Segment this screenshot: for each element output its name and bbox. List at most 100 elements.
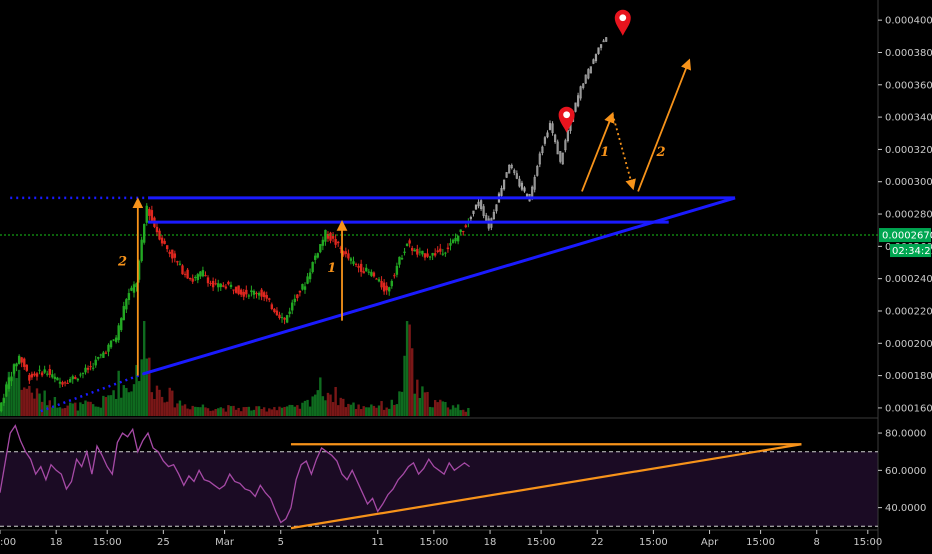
- candle-body: [46, 373, 49, 375]
- volume-bar: [278, 406, 281, 416]
- rsi-tick-label: 60.0000: [885, 466, 926, 477]
- volume-bar: [316, 390, 319, 416]
- volume-bar: [395, 404, 399, 416]
- candle-body: [107, 344, 110, 352]
- candle-body: [2, 398, 6, 404]
- map-pin-shape: [614, 9, 631, 36]
- candle-body: [86, 367, 90, 370]
- volume-bar: [137, 381, 141, 416]
- candle-body: [237, 285, 240, 295]
- time-tick-label: 22: [591, 537, 604, 548]
- projection-body: [579, 86, 582, 99]
- volume-bar: [127, 392, 131, 416]
- volume-bar: [79, 402, 82, 416]
- volume-bar: [426, 391, 429, 416]
- projection-body: [582, 83, 585, 88]
- candle-body: [301, 284, 304, 290]
- candle-body: [398, 256, 401, 265]
- volume-bar: [211, 410, 215, 416]
- measured-move-arrow[interactable]: [637, 58, 692, 192]
- candle-body: [176, 261, 179, 263]
- candle-body: [201, 270, 205, 277]
- candle-body: [53, 376, 57, 379]
- candle-body: [171, 249, 174, 259]
- wave-count-label: 2: [117, 255, 127, 270]
- candle-body: [214, 283, 217, 285]
- volume-bar: [181, 405, 184, 416]
- candle-body: [456, 235, 460, 242]
- candle-body: [245, 289, 248, 295]
- volume-bar: [252, 409, 256, 416]
- volume-bar: [421, 386, 424, 416]
- candle-body: [33, 373, 36, 376]
- support-trendline[interactable]: [142, 196, 736, 376]
- volume-bar: [385, 407, 388, 416]
- volume-bar: [436, 402, 439, 416]
- candle-body: [441, 253, 445, 255]
- time-axis[interactable]: :00 18 15:00 25 Mar 5 11 15:00 18 15:00 22 15:00 Apr…: [0, 530, 882, 548]
- candle-body: [252, 290, 256, 295]
- volume-bar: [209, 410, 212, 416]
- candle-body: [334, 238, 337, 245]
- candle-body: [423, 253, 427, 258]
- projection-body: [548, 123, 552, 130]
- volume-bar: [459, 410, 462, 416]
- candle-body: [413, 249, 416, 252]
- candle-body: [395, 265, 399, 275]
- rsi-axis[interactable]: 80.0000 60.0000 40.0000: [878, 429, 926, 515]
- rsi-band-fill: [0, 451, 878, 527]
- candle-body: [15, 363, 18, 367]
- map-pin-icon[interactable]: [558, 106, 575, 133]
- volume-bar: [66, 405, 69, 416]
- volume-bar: [398, 391, 401, 416]
- candle-body: [143, 224, 146, 243]
- projection-body: [474, 204, 478, 210]
- countdown-label: 02:34:21: [892, 246, 932, 257]
- volume-bar: [375, 407, 378, 416]
- candle-body: [229, 284, 233, 288]
- map-pin-icon[interactable]: [614, 9, 631, 36]
- projection-body: [515, 173, 518, 179]
- candle-body: [12, 364, 16, 374]
- volume-bar: [268, 408, 271, 416]
- candle-body: [35, 373, 39, 377]
- volume-bar: [400, 391, 404, 416]
- volume-bar: [94, 406, 97, 416]
- volume-bar: [71, 403, 74, 416]
- volume-bar: [270, 409, 274, 416]
- candle-body: [183, 273, 187, 275]
- rsi-trendline[interactable]: [290, 443, 802, 530]
- candle-body: [375, 278, 378, 280]
- candle-body: [446, 247, 450, 250]
- candle-body: [84, 367, 87, 373]
- projection-body: [482, 206, 485, 216]
- wave-count-label: 1: [600, 145, 609, 160]
- candle-body: [173, 253, 177, 258]
- candle-body: [449, 242, 452, 246]
- volume-bar: [291, 404, 294, 416]
- candle-body: [199, 271, 202, 277]
- measured-move-arrow[interactable]: [581, 111, 615, 192]
- rsi-tick-label: 80.0000: [885, 429, 926, 440]
- candle-body: [20, 357, 23, 363]
- volume-bar: [372, 405, 376, 416]
- last-price-badge: [879, 228, 931, 243]
- candle-body: [7, 377, 11, 389]
- candle-body: [431, 252, 434, 256]
- volume-bar: [311, 396, 314, 416]
- projection-body: [538, 153, 541, 165]
- candle-body: [393, 275, 396, 277]
- volume-bar: [30, 392, 34, 416]
- volume-bar: [306, 399, 309, 416]
- projection-body: [551, 123, 554, 133]
- volume-bar: [408, 324, 411, 416]
- candle-body: [38, 369, 41, 371]
- volume-bar: [74, 402, 77, 416]
- volume-bar: [43, 390, 46, 416]
- support-trendline[interactable]: [40, 372, 144, 413]
- volume-bar: [219, 407, 222, 416]
